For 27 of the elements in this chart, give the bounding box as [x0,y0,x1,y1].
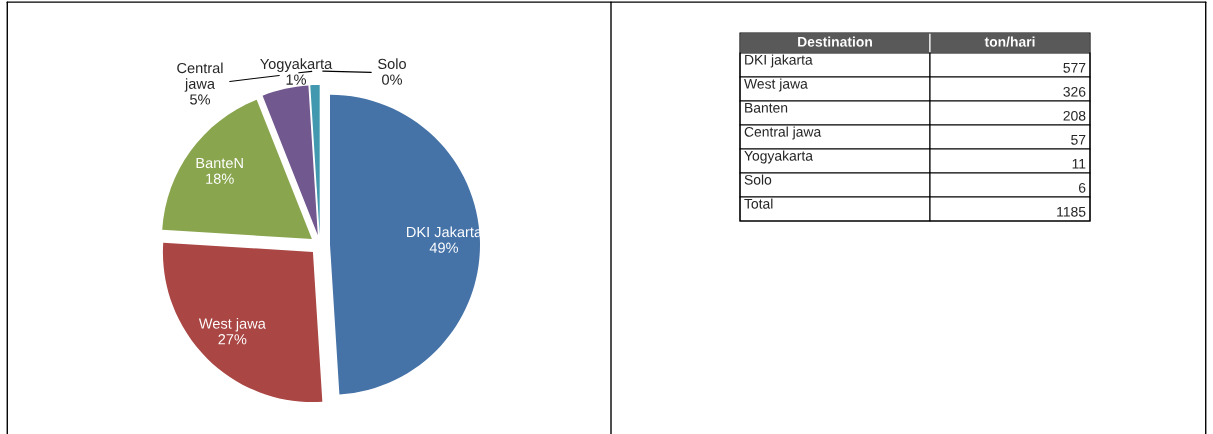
text: 208 [1063,110,1086,121]
text: ton/hari [984,36,1035,47]
text: Banten [745,103,788,113]
data-label: 5% [190,94,211,105]
text: Solo [744,174,772,185]
data-label: 18% [206,173,234,184]
text: DKI jakarta [745,54,813,68]
text: 326 [1063,86,1086,97]
text: Central jawa [744,126,822,140]
slice-label: Yogyakarta [260,58,333,72]
text: Total [744,198,773,209]
text: 57 [1071,135,1086,145]
text: Destination [798,36,872,47]
text: 11 [1072,159,1086,169]
slice-label: Central jawa [177,62,223,92]
text: 0% [382,74,403,85]
text: 1185 [1057,206,1086,217]
text: 577 [1063,63,1086,73]
text: 6 [1078,182,1086,193]
data-label: 49% [429,242,459,253]
text: West jawa [744,78,808,92]
text: Yogyakarta [744,150,813,164]
legend-label: Solo [378,58,406,70]
slice-label: West jawa [198,318,266,332]
slice-label: BanteN [196,158,243,169]
data-label: 27% [218,334,247,345]
data-label: 1% [286,74,307,85]
